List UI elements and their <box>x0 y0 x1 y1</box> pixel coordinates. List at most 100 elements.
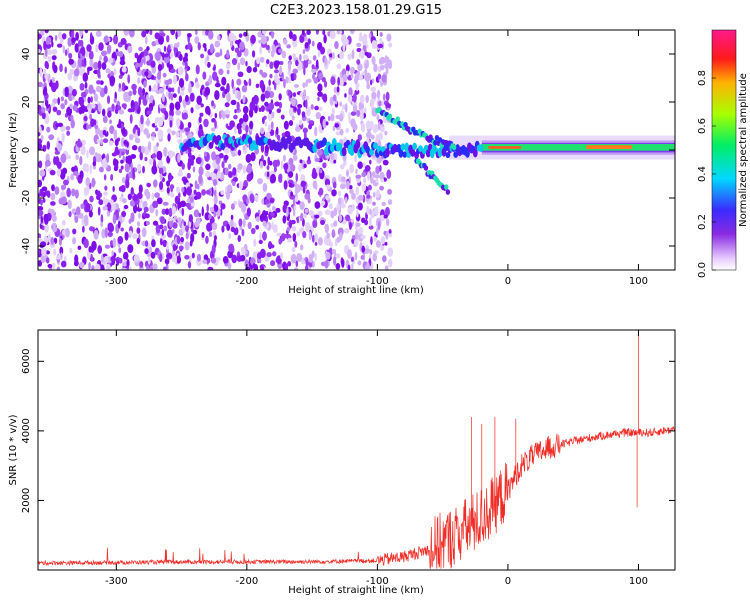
heatmap-cell <box>117 220 121 229</box>
heatmap-cell <box>206 54 210 62</box>
colorbar-gradient <box>712 30 736 270</box>
heatmap-cell <box>295 172 298 182</box>
heatmap-cell <box>333 256 337 266</box>
snr-frame <box>37 329 676 571</box>
heatmap-cell <box>270 173 276 184</box>
heatmap-cell <box>68 52 73 59</box>
heatmap-cell <box>362 33 368 42</box>
heatmap-cell <box>146 264 150 270</box>
heatmap-cell <box>225 63 231 70</box>
heatmap-cell <box>308 123 313 130</box>
heatmap-cell <box>377 73 382 80</box>
heatmap-cell <box>314 241 318 246</box>
heatmap-cell <box>287 237 293 243</box>
heatmap-cell <box>260 264 265 270</box>
heatmap-cell <box>236 101 240 111</box>
heatmap-cell <box>360 255 365 260</box>
heatmap-cell <box>226 49 230 59</box>
heatmap-cell <box>201 189 206 196</box>
heatmap-cell <box>129 114 133 124</box>
heatmap-cell <box>332 125 336 132</box>
heatmap-cell <box>179 91 185 96</box>
heatmap-cell <box>369 216 372 227</box>
heatmap-cell <box>232 176 239 182</box>
heatmap-cell <box>266 171 270 178</box>
heatmap-cell <box>245 124 249 134</box>
heatmap-cell <box>344 196 348 204</box>
heatmap-cell <box>79 96 85 107</box>
heatmap-cell <box>142 87 146 96</box>
heatmap-cell <box>270 121 274 130</box>
heatmap-cell <box>184 94 189 103</box>
heatmap-cell <box>270 212 275 217</box>
heatmap-cell <box>380 236 386 245</box>
heatmap-cell <box>357 202 363 211</box>
heatmap-cell <box>118 51 124 58</box>
heatmap-cell <box>71 88 77 97</box>
heatmap-cell <box>169 184 175 190</box>
snr-x-tick-label: -200 <box>236 576 259 587</box>
heatmap-cell <box>178 95 183 103</box>
heatmap-cell <box>77 245 82 250</box>
heatmap-cell <box>111 203 116 212</box>
heatmap-cell <box>144 71 149 77</box>
heatmap-cell <box>225 190 231 200</box>
heatmap-cell <box>59 246 64 256</box>
heatmap-cell <box>215 52 221 58</box>
heatmap-cell <box>366 83 371 90</box>
heatmap-cell <box>303 163 307 168</box>
heatmap-cell <box>99 55 102 62</box>
heatmap-cell <box>302 230 307 239</box>
heatmap-cell <box>226 125 233 130</box>
heatmap-cell <box>38 142 43 151</box>
heatmap-cell <box>163 45 167 52</box>
heatmap-cell <box>307 38 311 45</box>
heatmap-cell <box>122 261 128 267</box>
heatmap-cell <box>161 208 167 215</box>
heatmap-cell <box>337 190 342 197</box>
heatmap-cell <box>280 114 285 120</box>
heatmap-cell <box>306 159 312 165</box>
heatmap-cell <box>418 145 423 153</box>
heatmap-cell <box>238 218 243 227</box>
heatmap-cell <box>379 32 383 38</box>
heatmap-cell <box>91 265 95 270</box>
heatmap-cell <box>198 116 202 124</box>
heatmap-cell <box>308 253 314 263</box>
heatmap-cell <box>156 150 163 161</box>
heatmap-cell <box>95 45 99 52</box>
heatmap-cell <box>112 185 115 192</box>
heatmap-cell <box>321 76 326 83</box>
heatmap-cell <box>370 86 377 92</box>
heatmap-cell <box>237 149 242 156</box>
heatmap-cell <box>365 120 371 130</box>
heatmap-cell <box>163 146 168 157</box>
heatmap-cell <box>54 186 60 195</box>
heatmap-y-tick-label: 40 <box>21 48 32 61</box>
heatmap-cell <box>178 245 184 251</box>
heatmap-cell <box>222 255 229 264</box>
heatmap-cell <box>165 85 169 90</box>
heatmap-cell <box>38 209 44 217</box>
heatmap-cell <box>349 163 355 174</box>
heatmap-cell <box>293 205 297 210</box>
heatmap-cell <box>83 57 87 66</box>
heatmap-cell <box>287 179 294 185</box>
heatmap-cell <box>343 228 350 234</box>
heatmap-cell <box>100 254 104 263</box>
heatmap-cell <box>87 96 91 104</box>
heatmap-cell <box>216 34 221 41</box>
heatmap-cell <box>260 143 265 153</box>
heatmap-cell <box>229 40 233 48</box>
heatmap-cell <box>100 214 104 224</box>
heatmap-cell <box>355 139 361 150</box>
heatmap-cell <box>38 233 42 238</box>
heatmap-cell <box>55 255 61 260</box>
heatmap-cell <box>80 145 86 156</box>
heatmap-cell <box>253 263 259 270</box>
heatmap-cell <box>127 193 132 201</box>
heatmap-cell <box>72 237 77 245</box>
heatmap-cell <box>259 160 264 169</box>
heatmap-cell <box>93 229 99 240</box>
heatmap-cell <box>51 55 57 61</box>
